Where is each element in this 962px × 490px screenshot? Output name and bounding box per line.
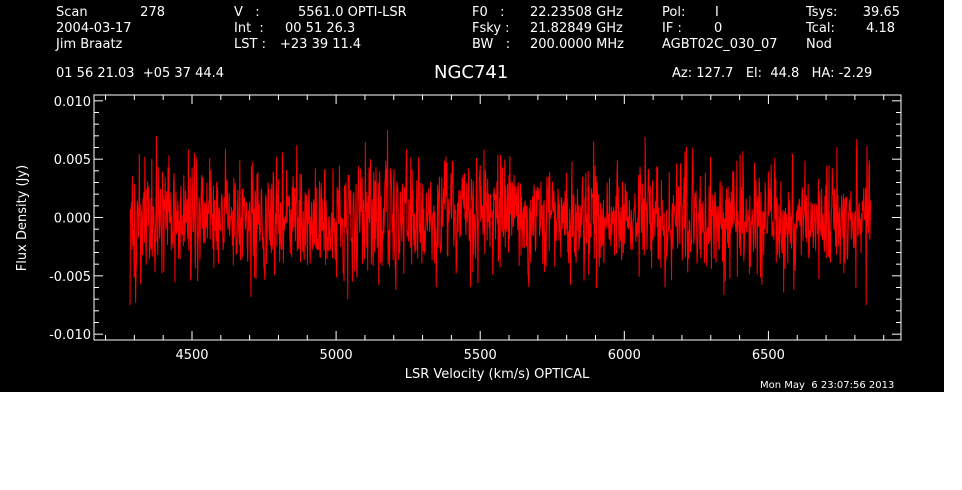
timestamp: Mon May 6 23:07:56 2013 (760, 380, 895, 391)
y-tick-label: 0.010 (54, 95, 91, 110)
velocity-label: V : (234, 5, 260, 20)
observing-mode: Nod (806, 37, 832, 52)
fsky-value: 21.82849 GHz (530, 21, 623, 36)
lst-value: +23 39 11.4 (280, 37, 362, 52)
x-tick-label: 6500 (752, 348, 785, 363)
y-tick-label: 0.005 (54, 153, 91, 168)
scan-label: Scan (56, 5, 88, 20)
y-axis-label: Flux Density (Jy) (15, 165, 30, 271)
tsys-label: Tsys: (806, 5, 838, 20)
velocity-value: 5561.0 OPTI-LSR (298, 5, 407, 20)
y-tick-label: -0.005 (49, 270, 91, 285)
fsky-label: Fsky : (472, 21, 510, 36)
project-id: AGBT02C_030_07 (662, 37, 778, 52)
pol-label: Pol: (662, 5, 686, 20)
source-coordinates: 01 56 21.03 +05 37 44.4 (56, 66, 225, 81)
x-axis-label: LSR Velocity (km/s) OPTICAL (405, 367, 590, 382)
f0-value: 22.23508 GHz (530, 5, 623, 20)
y-tick-label: -0.010 (49, 328, 91, 343)
pointing-info: Az: 127.7 El: 44.8 HA: -2.29 (672, 66, 873, 81)
f0-label: F0 : (472, 5, 505, 20)
bw-value: 200.0000 MHz (530, 37, 624, 52)
tsys-value: 39.65 (862, 5, 900, 20)
y-tick-label: 0.000 (54, 212, 91, 227)
observation-date: 2004-03-17 (56, 21, 132, 36)
lst-label: LST : (234, 37, 266, 52)
chart-title: NGC741 (434, 62, 509, 83)
x-tick-label: 6000 (608, 348, 641, 363)
observer-name: Jim Braatz (56, 37, 123, 52)
tcal-value: 4.18 (866, 21, 895, 36)
x-tick-label: 4500 (175, 348, 208, 363)
int-label: Int : (234, 21, 264, 36)
plot-background: Scan 278 2004-03-17 Jim Braatz V : 5561.… (0, 0, 944, 392)
if-label: IF : (662, 21, 682, 36)
if-value: 0 (714, 21, 723, 36)
spectrum-trace-layer (129, 129, 872, 306)
scan-value: 278 (140, 5, 165, 20)
tcal-label: Tcal: (806, 21, 835, 36)
spectrum-line (129, 129, 872, 306)
x-tick-label: 5500 (464, 348, 497, 363)
spectrum-chart: 4500 5000 5500 6000 6500 -0.010 -0.005 0.000 0.0… (15, 94, 902, 382)
int-value: 00 51 26.3 (285, 21, 356, 36)
pol-value: I (715, 5, 719, 20)
bw-label: BW : (472, 37, 511, 52)
x-tick-label: 5000 (320, 348, 353, 363)
axis-ticks: 4500 5000 5500 6000 6500 -0.010 -0.005 0.000 0.0… (49, 95, 901, 363)
